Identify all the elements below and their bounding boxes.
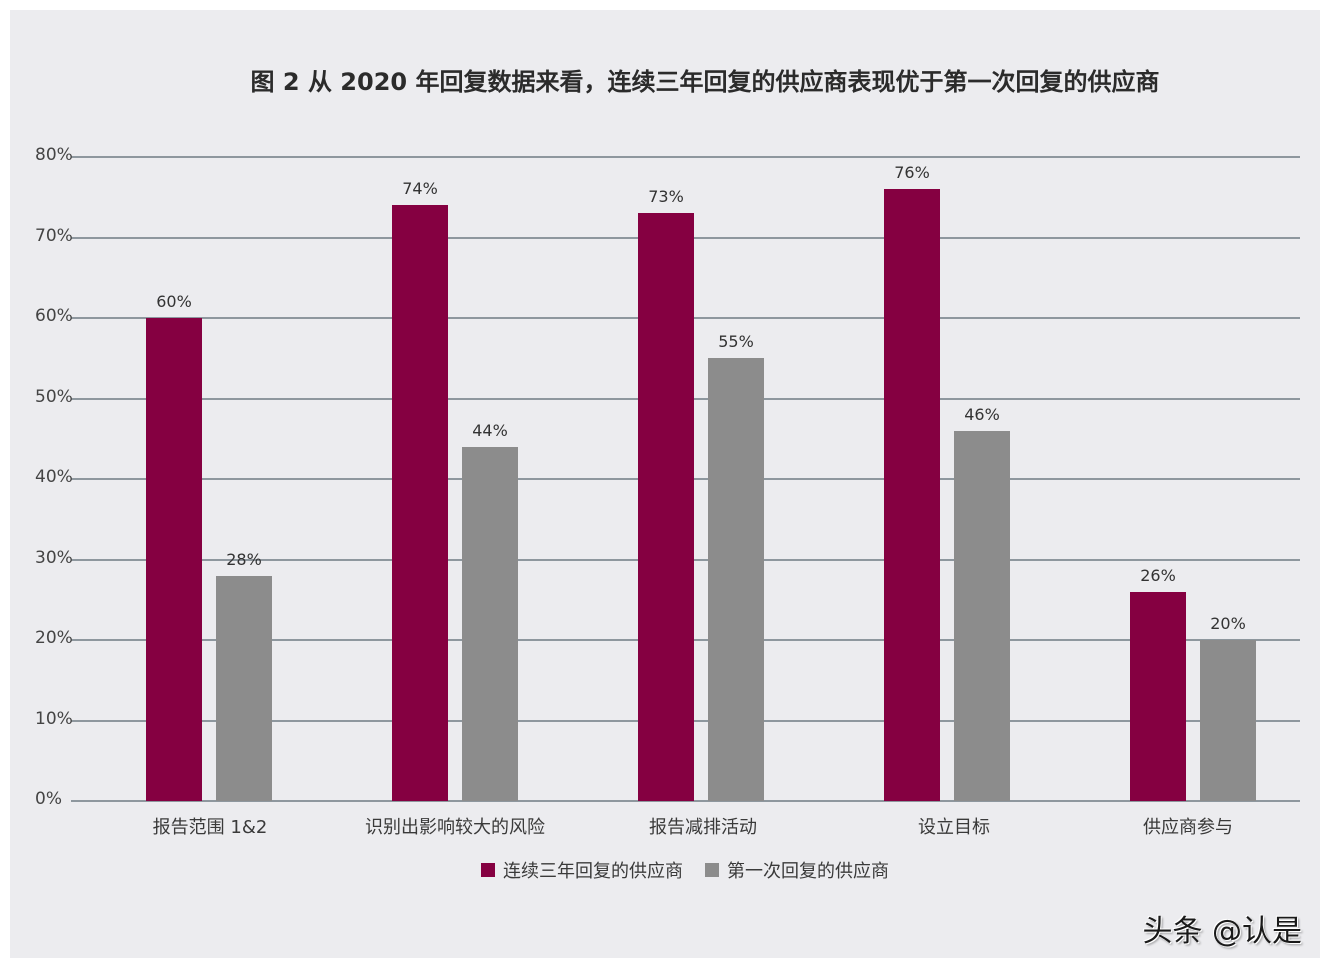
gridline [71, 156, 1300, 158]
bar-first-time [954, 430, 1010, 801]
bar-three-year [1130, 591, 1186, 801]
y-tick-label: 20% [35, 628, 73, 648]
bar-value-label: 55% [718, 332, 754, 352]
watermark: 头条 @认是 [1142, 914, 1302, 949]
bar-first-time [1200, 640, 1256, 801]
bar-value-label: 60% [156, 292, 192, 311]
legend: 连续三年回复的供应商 第一次回复的供应商 [0, 857, 1330, 883]
legend-item: 连续三年回复的供应商 [481, 857, 683, 883]
bar-first-time [708, 358, 764, 801]
y-tick-label: 50% [35, 386, 73, 407]
legend-label: 连续三年回复的供应商 [503, 861, 683, 882]
x-tick-label: 设立目标 [918, 817, 990, 838]
bar-three-year [638, 213, 694, 801]
legend-swatch-icon [481, 863, 495, 877]
bar-value-label: 28% [226, 549, 262, 569]
gridline [71, 800, 1300, 802]
bar-value-label: 46% [964, 404, 1000, 424]
y-tick-label: 60% [35, 306, 73, 326]
x-tick-label: 供应商参与 [1143, 817, 1233, 838]
bar-three-year [884, 189, 940, 801]
bar-value-label: 20% [1210, 614, 1246, 633]
bar-value-label: 74% [402, 179, 438, 199]
chart-title: 图 2 从 2020 年回复数据来看，连续三年回复的供应商表现优于第一次回复的供… [250, 68, 1160, 96]
y-tick-label: 30% [35, 547, 73, 568]
bar-value-label: 44% [472, 420, 508, 440]
x-tick-label: 报告范围 1&2 [152, 817, 268, 838]
y-tick-label: 70% [35, 225, 73, 246]
legend-swatch-icon [705, 863, 719, 877]
bar-value-label: 26% [1140, 565, 1176, 585]
bar-first-time [216, 575, 272, 801]
y-tick-label: 0% [35, 789, 62, 809]
x-tick-label: 报告减排活动 [649, 817, 757, 838]
bar-three-year [146, 318, 202, 801]
legend-item: 第一次回复的供应商 [705, 857, 889, 883]
bar-three-year [392, 205, 448, 801]
legend-label: 第一次回复的供应商 [727, 861, 889, 882]
y-tick-label: 40% [35, 467, 73, 487]
y-tick-label: 10% [35, 708, 73, 729]
y-tick-label: 80% [35, 145, 73, 165]
bar-first-time [462, 446, 518, 801]
bar-value-label: 73% [648, 187, 684, 207]
bar-value-label: 76% [894, 163, 930, 183]
x-tick-label: 识别出影响较大的风险 [365, 817, 545, 838]
